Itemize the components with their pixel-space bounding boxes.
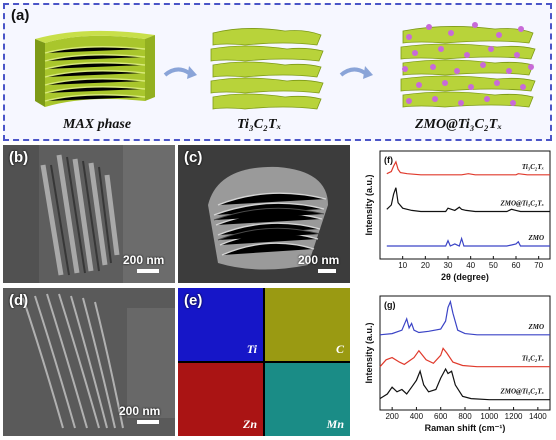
sem-texture-b <box>3 145 175 283</box>
arrow-2-icon <box>339 66 373 79</box>
caption-max-phase: MAX phase <box>63 117 132 132</box>
series-line-2 <box>379 367 550 401</box>
arrow-1-icon <box>163 66 197 79</box>
eds-tile-ti: Ti <box>178 288 263 361</box>
scalebar-c <box>318 269 336 273</box>
sem-texture-c <box>178 145 350 283</box>
x-tick-label: 50 <box>489 261 498 270</box>
series-line-0 <box>386 160 550 176</box>
eds-maps-e: Ti C Zn Mn (e) <box>178 288 350 436</box>
raman-chart-g: (g) 200 400 600 800 1000 1200 1400 Raman shift (… <box>354 290 554 436</box>
eds-tile-c: C <box>265 288 350 361</box>
x-tick-label: 600 <box>434 412 448 421</box>
x-axis-label: 2θ (degree) <box>441 272 489 282</box>
scalebar-label-c: 200 nm <box>298 253 340 267</box>
panel-label-a: (a) <box>11 7 30 24</box>
panel-label-e: (e) <box>184 292 203 309</box>
series-label-2: ZMO@Ti₃C₂Tₓ <box>499 388 544 396</box>
raman-plot-svg: (g) 200 400 600 800 1000 1200 1400 Raman shift (… <box>364 295 551 433</box>
caption-composite: ZMO@Ti₃C₂Tₓ <box>415 117 503 132</box>
x-tick-label: 20 <box>421 261 430 270</box>
y-axis-label: Intensity (a.u.) <box>364 174 374 235</box>
eds-label-mn: Mn <box>326 417 344 431</box>
x-tick-label: 10 <box>398 261 407 270</box>
eds-label-ti: Ti <box>246 342 257 356</box>
x-tick-label: 1400 <box>529 412 547 421</box>
panel-label-d: (d) <box>9 292 29 309</box>
sem-image-c: (c) 200 nm <box>178 145 350 283</box>
max-phase-block <box>35 30 155 107</box>
x-tick-label: 1200 <box>505 412 523 421</box>
sem-image-d: (d) 200 nm <box>3 288 175 436</box>
xrd-chart-f: (f) 10 20 30 40 50 60 70 2θ (degree) Intensity (a… <box>354 145 554 285</box>
panel-label-c: (c) <box>184 149 203 166</box>
series-line-1 <box>379 347 550 368</box>
x-tick-label: 400 <box>410 412 424 421</box>
y-axis-label: Intensity (a.u.) <box>364 322 374 383</box>
series-label-0: ZMO <box>527 323 544 331</box>
scalebar-d <box>137 420 159 424</box>
panel-label: (g) <box>384 300 396 310</box>
panel-label-b: (b) <box>9 149 29 166</box>
series-label-0: Ti₃C₂Tₓ <box>522 163 544 171</box>
schematic-illustration <box>35 22 536 110</box>
xrd-plot-svg: (f) 10 20 30 40 50 60 70 2θ (degree) Intensity (a… <box>364 150 551 282</box>
series-line-2 <box>386 236 550 247</box>
x-tick-label: 800 <box>458 412 472 421</box>
x-axis-label: Raman shift (cm⁻¹) <box>425 423 506 433</box>
eds-tile-zn: Zn <box>178 363 263 436</box>
series-line-0 <box>379 299 550 336</box>
series-line-1 <box>386 187 550 213</box>
x-tick-label: 1000 <box>480 412 498 421</box>
plot-frame <box>379 150 551 260</box>
scalebar-label-b: 200 nm <box>123 253 165 267</box>
mxene-sheets <box>210 28 324 110</box>
sem-image-b: (b) 200 nm <box>3 145 175 283</box>
schematic-panel: (a) <box>3 3 552 141</box>
caption-mxene: Ti₃C₂Tₓ <box>237 117 282 132</box>
eds-tile-mn: Mn <box>265 363 350 436</box>
series-label-1: ZMO@Ti₃C₂Tₓ <box>499 199 544 207</box>
sem-texture-d <box>3 288 175 436</box>
series-label-1: Ti₃C₂Tₓ <box>522 355 544 363</box>
series-label-2: ZMO <box>527 234 544 242</box>
x-tick-label: 30 <box>444 261 453 270</box>
x-tick-label: 70 <box>534 261 543 270</box>
scalebar-label-d: 200 nm <box>119 404 161 418</box>
x-tick-label: 200 <box>385 412 399 421</box>
scalebar-b <box>137 269 159 273</box>
eds-label-zn: Zn <box>242 417 257 431</box>
zmo-mxene-composite <box>400 22 536 108</box>
x-tick-label: 60 <box>512 261 521 270</box>
panel-label: (f) <box>384 155 393 165</box>
x-tick-label: 40 <box>466 261 475 270</box>
eds-label-c: C <box>335 342 344 356</box>
